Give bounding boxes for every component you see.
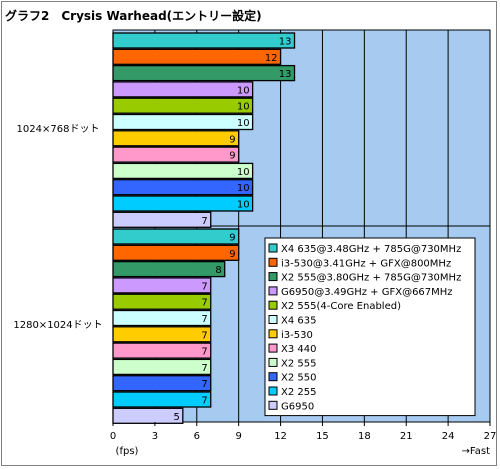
legend-label: X2 255 — [281, 387, 316, 398]
group-label: 1024×768ドット — [17, 124, 100, 135]
x-tick-label: 0 — [110, 431, 116, 442]
bar — [112, 162, 254, 180]
bar — [112, 407, 184, 424]
bar — [112, 358, 212, 376]
x-tick-label: 15 — [316, 431, 329, 442]
bar-value-label: 7 — [201, 314, 207, 325]
bar — [112, 130, 240, 147]
bar — [112, 32, 296, 49]
bar — [112, 309, 212, 327]
chart-title: グラフ2 Crysis Warhead(エントリー設定) — [5, 9, 262, 23]
bar — [112, 48, 282, 65]
x-tick-label: 21 — [400, 431, 413, 442]
bar — [112, 244, 240, 261]
legend-label: G6950@3.49GHz + GFX@667MHz — [281, 287, 453, 298]
legend-box — [264, 237, 476, 417]
bar-value-label: 12 — [265, 53, 278, 64]
group-label: 1280×1024ドット — [13, 320, 102, 331]
legend-label: X4 635@3.48GHz + 785G@730MHz — [281, 244, 461, 255]
legend-label: X3 440 — [281, 344, 316, 355]
legend-swatch — [268, 357, 278, 367]
bar-value-label: 13 — [279, 37, 292, 48]
bar — [112, 81, 254, 98]
legend-label: X2 555@3.80GHz + 785G@730MHz — [281, 273, 461, 284]
bar-value-label: 9 — [229, 249, 235, 260]
legend-label: X2 555 — [281, 358, 316, 369]
x-tick-label: 27 — [484, 431, 497, 442]
legend-swatch — [268, 386, 278, 396]
x-tick-label: 6 — [194, 431, 200, 442]
bar-value-label: 7 — [201, 396, 207, 407]
legend-label: i3-530@3.41GHz + GFX@800MHz — [281, 258, 451, 269]
bar-value-label: 10 — [237, 102, 250, 113]
bar-value-label: 9 — [229, 151, 235, 162]
legend-label: G6950 — [281, 401, 314, 412]
bar-value-label: 13 — [279, 69, 292, 80]
bar-value-label: 10 — [237, 183, 250, 194]
legend-swatch — [268, 329, 278, 339]
x-tick-label: 24 — [442, 431, 455, 442]
bar-value-label: 7 — [201, 379, 207, 390]
bar-value-label: 10 — [237, 85, 250, 96]
bar — [112, 277, 212, 294]
bar-value-label: 7 — [201, 347, 207, 358]
bar-value-label: 9 — [229, 134, 235, 145]
bar — [112, 195, 254, 212]
bar-value-label: 10 — [237, 118, 250, 129]
legend-swatch — [268, 343, 278, 353]
bar — [112, 375, 212, 392]
bar-value-label: 7 — [201, 330, 207, 341]
legend-label: X4 635 — [281, 316, 316, 327]
bar — [112, 228, 240, 245]
bar — [112, 113, 254, 131]
legend-swatch — [268, 272, 278, 282]
bar-value-label: 7 — [201, 216, 207, 227]
legend-swatch — [268, 372, 278, 382]
legend-swatch — [268, 243, 278, 253]
bar — [112, 146, 240, 163]
x-tick-label: 18 — [358, 431, 371, 442]
legend-swatch — [268, 300, 278, 310]
legend-label: i3-530 — [281, 330, 313, 341]
bar — [112, 211, 212, 228]
bar-value-label: 8 — [215, 265, 221, 276]
x-tick-label: 9 — [235, 431, 241, 442]
x-tick-label: 3 — [152, 431, 158, 442]
bar-value-label: 7 — [201, 281, 207, 292]
bar-value-label: 7 — [201, 298, 207, 309]
bar — [112, 293, 212, 310]
legend-swatch — [268, 286, 278, 296]
bar-value-label: 5 — [173, 412, 179, 423]
bar — [112, 391, 212, 408]
x-unit-label: (fps) — [116, 446, 139, 457]
bar-value-label: 10 — [237, 167, 250, 178]
legend-label: X2 550 — [281, 373, 316, 384]
bar — [112, 260, 226, 278]
legend-swatch — [268, 257, 278, 267]
legend-swatch — [268, 400, 278, 410]
bar-value-label: 7 — [201, 363, 207, 374]
bar — [112, 342, 212, 359]
bar — [112, 179, 254, 196]
bar — [112, 326, 212, 343]
x-direction-label: →Fast — [462, 446, 491, 457]
bar-value-label: 9 — [229, 233, 235, 244]
bar-value-label: 10 — [237, 200, 250, 211]
x-tick-label: 12 — [274, 431, 287, 442]
legend-swatch — [268, 315, 278, 324]
legend-label: X2 555(4-Core Enabled) — [281, 301, 401, 312]
bar — [112, 97, 254, 114]
bar — [112, 64, 296, 82]
